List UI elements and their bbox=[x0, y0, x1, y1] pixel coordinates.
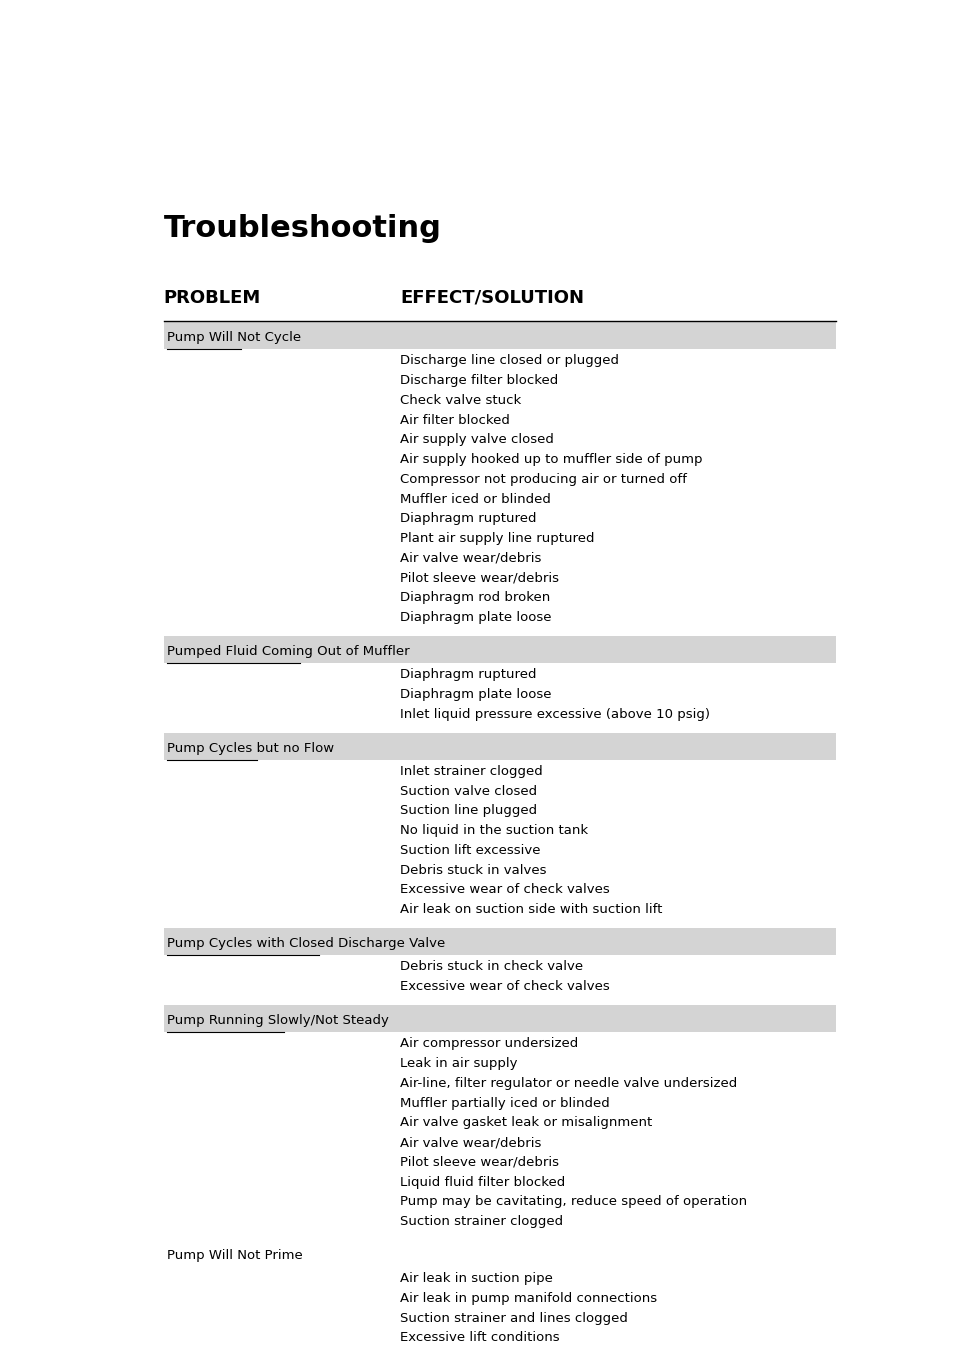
Text: Suction line plugged: Suction line plugged bbox=[400, 805, 537, 817]
Text: Muffler iced or blinded: Muffler iced or blinded bbox=[400, 493, 551, 505]
Bar bbox=[164, 323, 836, 350]
Text: Suction strainer and lines clogged: Suction strainer and lines clogged bbox=[400, 1312, 627, 1324]
Text: Pump Cycles but no Flow: Pump Cycles but no Flow bbox=[167, 743, 335, 755]
Text: Diaphragm ruptured: Diaphragm ruptured bbox=[400, 668, 537, 682]
Text: Air valve wear/debris: Air valve wear/debris bbox=[400, 1135, 541, 1149]
Text: Excessive lift conditions: Excessive lift conditions bbox=[400, 1331, 559, 1345]
Text: Air valve gasket leak or misalignment: Air valve gasket leak or misalignment bbox=[400, 1116, 652, 1129]
Text: Pumped Fluid Coming Out of Muffler: Pumped Fluid Coming Out of Muffler bbox=[167, 645, 410, 659]
Text: Suction strainer clogged: Suction strainer clogged bbox=[400, 1215, 562, 1228]
Text: Air compressor undersized: Air compressor undersized bbox=[400, 1037, 578, 1050]
Text: Debris stuck in valves: Debris stuck in valves bbox=[400, 864, 546, 876]
Text: Air filter blocked: Air filter blocked bbox=[400, 413, 510, 427]
Text: Leak in air supply: Leak in air supply bbox=[400, 1057, 517, 1071]
Bar bbox=[164, 1239, 836, 1268]
Text: Pump Cycles with Closed Discharge Valve: Pump Cycles with Closed Discharge Valve bbox=[167, 937, 445, 950]
Text: Pilot sleeve wear/debris: Pilot sleeve wear/debris bbox=[400, 571, 558, 585]
Bar bbox=[164, 636, 836, 663]
Bar bbox=[164, 733, 836, 760]
Text: Discharge line closed or plugged: Discharge line closed or plugged bbox=[400, 354, 618, 367]
Text: Troubleshooting: Troubleshooting bbox=[164, 215, 441, 243]
Text: Excessive wear of check valves: Excessive wear of check valves bbox=[400, 980, 609, 994]
Text: Liquid fluid filter blocked: Liquid fluid filter blocked bbox=[400, 1176, 565, 1188]
Text: Plant air supply line ruptured: Plant air supply line ruptured bbox=[400, 532, 594, 545]
Text: Pump may be cavitating, reduce speed of operation: Pump may be cavitating, reduce speed of … bbox=[400, 1195, 746, 1208]
Text: Air leak in suction pipe: Air leak in suction pipe bbox=[400, 1272, 553, 1285]
Text: Compressor not producing air or turned off: Compressor not producing air or turned o… bbox=[400, 472, 686, 486]
Bar bbox=[164, 927, 836, 956]
Text: Diaphragm plate loose: Diaphragm plate loose bbox=[400, 688, 551, 701]
Text: Discharge filter blocked: Discharge filter blocked bbox=[400, 374, 558, 387]
Text: Air leak on suction side with suction lift: Air leak on suction side with suction li… bbox=[400, 903, 662, 917]
Text: Pilot sleeve wear/debris: Pilot sleeve wear/debris bbox=[400, 1156, 558, 1169]
Text: Excessive wear of check valves: Excessive wear of check valves bbox=[400, 883, 609, 896]
Text: EFFECT/SOLUTION: EFFECT/SOLUTION bbox=[400, 289, 583, 306]
Text: Muffler partially iced or blinded: Muffler partially iced or blinded bbox=[400, 1096, 609, 1110]
Text: Air valve wear/debris: Air valve wear/debris bbox=[400, 552, 541, 564]
Text: Pump Will Not Cycle: Pump Will Not Cycle bbox=[167, 332, 301, 344]
Text: Debris stuck in check valve: Debris stuck in check valve bbox=[400, 960, 582, 973]
Text: Air supply hooked up to muffler side of pump: Air supply hooked up to muffler side of … bbox=[400, 454, 702, 466]
Text: Pump Running Slowly/Not Steady: Pump Running Slowly/Not Steady bbox=[167, 1014, 389, 1027]
Text: Diaphragm ruptured: Diaphragm ruptured bbox=[400, 512, 537, 525]
Text: Diaphragm plate loose: Diaphragm plate loose bbox=[400, 612, 551, 624]
Text: Air-line, filter regulator or needle valve undersized: Air-line, filter regulator or needle val… bbox=[400, 1077, 737, 1089]
Text: Suction valve closed: Suction valve closed bbox=[400, 784, 537, 798]
Text: Diaphragm rod broken: Diaphragm rod broken bbox=[400, 591, 550, 605]
Text: Suction lift excessive: Suction lift excessive bbox=[400, 844, 540, 857]
Text: Check valve stuck: Check valve stuck bbox=[400, 394, 521, 406]
Text: Inlet liquid pressure excessive (above 10 psig): Inlet liquid pressure excessive (above 1… bbox=[400, 707, 709, 721]
Text: Air supply valve closed: Air supply valve closed bbox=[400, 433, 554, 447]
Text: No liquid in the suction tank: No liquid in the suction tank bbox=[400, 824, 588, 837]
Text: PROBLEM: PROBLEM bbox=[164, 289, 260, 306]
Bar bbox=[164, 1004, 836, 1031]
Text: Inlet strainer clogged: Inlet strainer clogged bbox=[400, 765, 542, 778]
Text: Pump Will Not Prime: Pump Will Not Prime bbox=[167, 1249, 303, 1262]
Text: Air leak in pump manifold connections: Air leak in pump manifold connections bbox=[400, 1292, 657, 1305]
